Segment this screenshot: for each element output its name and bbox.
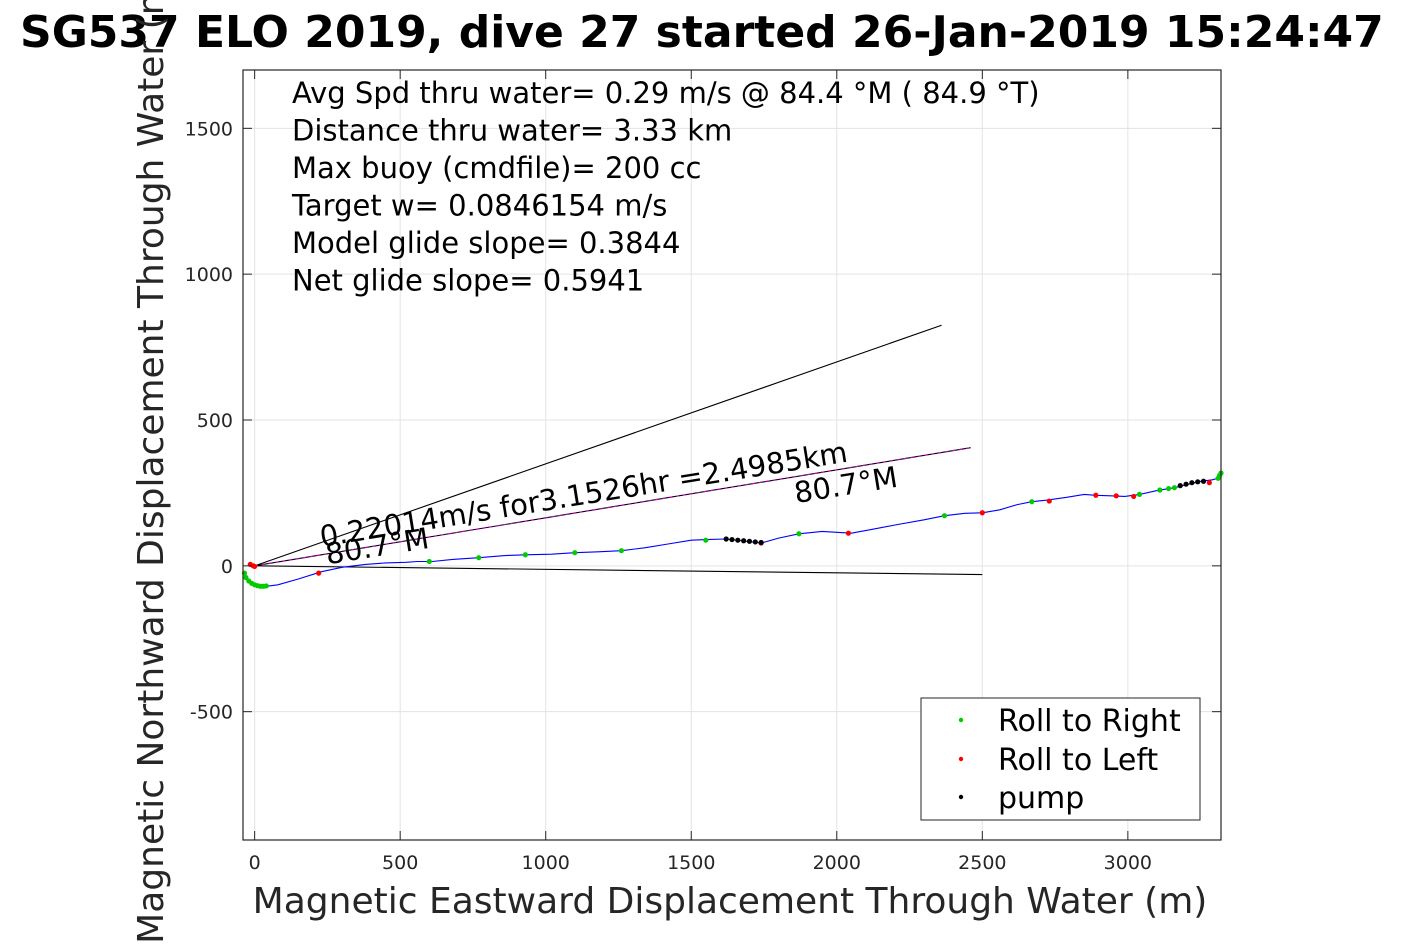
point-roll-to-left [1093,492,1099,498]
legend-label-pump: pump [998,781,1084,816]
chart-title: SG537 ELO 2019, dive 27 started 26-Jan-2… [20,7,1384,58]
x-tick-label: 1000 [522,852,570,874]
legend-box [920,697,1201,821]
y-tick-label: 500 [197,410,233,432]
net-glide-dashed-line [254,447,971,567]
point-roll-to-left [252,563,258,570]
tick-marks: 0 500 1000 1500 2000 2500 3000 1500 1000 500 0 -500 [185,70,1221,874]
point-roll-to-left [845,530,852,536]
point-pump [729,536,735,543]
point-roll-to-left [979,510,985,516]
point-pump [752,539,758,545]
point-roll-to-right [1029,499,1035,505]
legend-label-roll-right: Roll to Right [998,704,1181,739]
point-roll-to-right [941,513,948,519]
legend-label-roll-left: Roll to Left [998,743,1158,778]
x-tick-label: 0 [249,852,261,874]
point-roll-to-right [522,552,528,558]
point-roll-to-right [243,574,249,581]
plot-area-frame [242,69,1222,841]
point-pump [723,536,729,542]
legend: Roll to Right Roll to Left pump [920,697,1201,821]
legend-marker-pump [958,794,964,800]
x-tick-label: 500 [382,852,418,874]
annotation-line-0: Avg Spd thru water= 0.29 m/s @ 84.4 °M (… [292,76,1040,110]
point-roll-to-right [426,558,432,565]
point-pump [1200,478,1207,484]
guide-line-lower-bound [254,565,983,576]
point-roll-to-left [316,570,322,576]
point-roll-to-right [1136,491,1143,497]
annotation-line-5: Net glide slope= 0.5941 [292,264,644,298]
y-tick-label: 1500 [185,118,233,140]
annotation-line-4: Model glide slope= 0.3844 [292,226,680,260]
guide-lines [254,324,983,576]
x-tick-label: 3000 [1104,852,1152,874]
point-roll-to-right [263,583,269,589]
point-pump [735,537,741,543]
guide-line-upper-bound [254,324,942,567]
point-roll-to-right [618,548,624,554]
point-pump [1177,483,1183,489]
point-roll-to-left [1113,493,1119,499]
annotation-line-2: Max buoy (cmdfile)= 200 cc [292,151,701,185]
point-roll-to-right [1157,487,1163,493]
series-track-line [243,475,1222,587]
point-pump [1189,480,1195,486]
x-tick-label: 2500 [958,852,1006,874]
y-axis-label: Magnetic Northward Displacement Through … [131,0,172,944]
point-roll-to-right [796,531,802,537]
marker-series [241,470,1224,589]
point-roll-to-right [572,550,578,556]
point-pump [1195,479,1201,485]
y-tick-label: -500 [190,702,233,724]
point-pump [741,538,747,544]
point-roll-to-right [476,555,482,561]
point-roll-to-right [1171,485,1178,491]
point-roll-to-left [1046,498,1052,504]
x-axis-label: Magnetic Eastward Displacement Through W… [253,881,1208,922]
point-pump [746,538,753,544]
track-series [243,475,1222,587]
y-tick-label: 1000 [185,264,233,286]
annotation-block: Avg Spd thru water= 0.29 m/s @ 84.4 °M (… [291,76,1040,298]
legend-marker-roll-right [958,717,964,723]
legend-marker-roll-left [958,756,964,762]
point-pump [1183,481,1189,487]
point-roll-to-left [1206,480,1212,486]
grid-lines [243,70,1221,840]
x-tick-label: 2000 [813,852,861,874]
point-roll-to-left [1131,493,1137,500]
y-tick-label: 0 [221,556,233,578]
point-roll-to-right [703,537,709,543]
point-pump [758,539,764,546]
annotation-line-1: Distance thru water= 3.33 km [292,114,732,148]
point-roll-to-right [1166,485,1172,492]
annotation-line-3: Target w= 0.0846154 m/s [291,189,667,223]
x-tick-label: 1500 [667,852,715,874]
